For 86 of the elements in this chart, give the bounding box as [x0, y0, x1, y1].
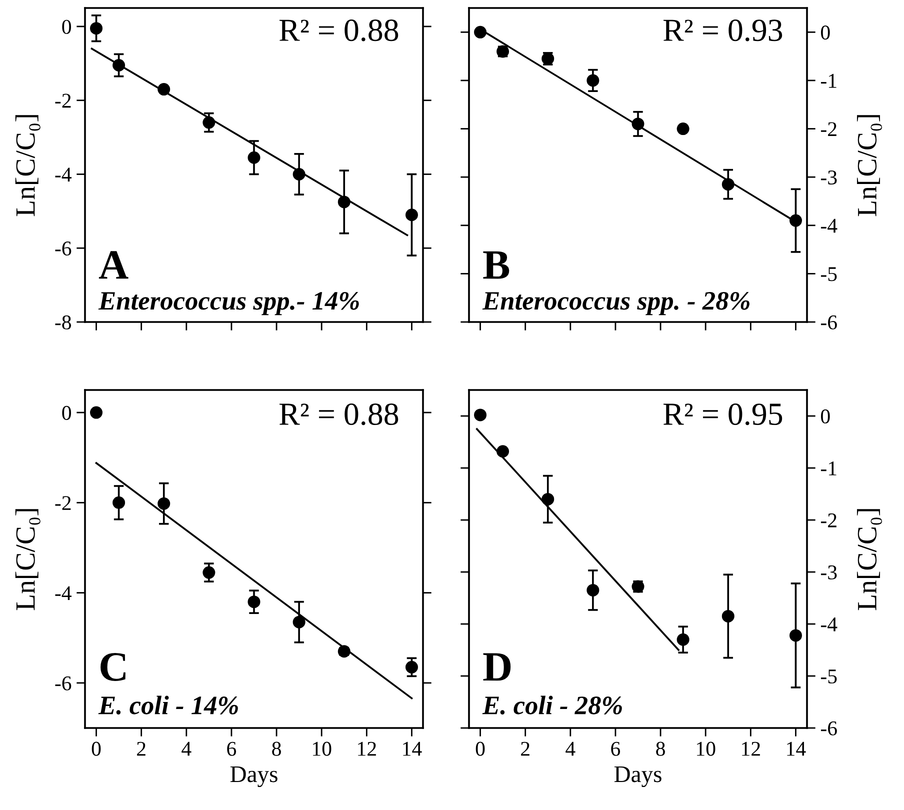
point	[789, 214, 802, 227]
y2-tick-label: -6	[820, 315, 837, 330]
y2-tick-label: -5	[820, 267, 837, 282]
x-tick-label: 0	[92, 742, 101, 756]
y-axis-title: Ln[C/C₀]	[15, 115, 40, 216]
x-tick-label: 6	[611, 742, 620, 756]
point	[90, 22, 103, 35]
point	[405, 208, 418, 222]
x-tick-label: 4	[182, 742, 192, 756]
point	[158, 497, 170, 510]
y2-tick-label: -3	[820, 170, 837, 185]
annotation: R² = 0.93	[663, 20, 782, 42]
y2-tick-label: -4	[820, 618, 838, 632]
point	[112, 496, 126, 509]
y2-tick-label: 0	[820, 26, 830, 40]
point	[586, 584, 600, 596]
x-axis-title: Days	[614, 766, 662, 788]
x-tick-label: 6	[227, 742, 236, 756]
x-tick-label: 14	[787, 742, 806, 756]
y2-axis-title: Ln[C/C₀]	[856, 509, 882, 610]
y-tick-label: -2	[55, 94, 71, 108]
point	[158, 83, 170, 96]
point	[112, 59, 126, 72]
x-axis-title: Days	[230, 766, 278, 788]
y-tick-label: 0	[62, 20, 72, 34]
point	[248, 151, 260, 164]
point	[90, 406, 103, 419]
x-tick-label: 14	[403, 742, 422, 756]
point	[474, 408, 487, 422]
y2-tick-label: -2	[820, 513, 836, 528]
point	[722, 178, 734, 191]
point	[676, 122, 690, 136]
y2-tick-label: 0	[820, 409, 830, 424]
x-tick-label: 4	[566, 742, 576, 756]
point	[338, 645, 350, 658]
point	[202, 116, 216, 129]
x-tick-label: 10	[697, 742, 716, 756]
annotation: R² = 0.95	[663, 403, 782, 426]
x-tick-label: 10	[313, 742, 332, 756]
point	[338, 196, 350, 208]
point	[789, 629, 802, 642]
y-tick-label: -6	[55, 676, 72, 690]
y-tick-label: -4	[55, 586, 72, 600]
x-tick-label: 0	[476, 742, 485, 756]
annotation: R² = 0.88	[279, 20, 398, 42]
point	[405, 660, 418, 674]
y-tick-label: -8	[55, 315, 72, 330]
x-tick-label: 2	[137, 742, 146, 756]
y2-tick-label: -2	[820, 122, 836, 136]
y-tick-label: 0	[62, 406, 72, 420]
point	[496, 445, 510, 458]
y-tick-label: -6	[55, 242, 72, 256]
point	[248, 596, 260, 608]
point	[202, 566, 216, 579]
annotation: D	[483, 653, 511, 681]
y2-tick-label: -4	[820, 218, 838, 233]
y2-tick-label: -3	[820, 565, 837, 580]
y2-axis-title: Ln[C/C₀]	[856, 115, 882, 216]
annotation: E. coli - 14%	[98, 696, 238, 714]
x-tick-label: 2	[521, 742, 530, 756]
point	[722, 610, 734, 622]
point	[586, 74, 600, 87]
annotation: Enterococcus spp. - 28%	[482, 292, 750, 316]
point	[292, 616, 306, 628]
annotation: E. coli - 28%	[482, 696, 622, 714]
point	[632, 118, 644, 130]
annotation: Enterococcus spp.- 14%	[98, 292, 359, 316]
point	[474, 26, 487, 38]
x-tick-label: 8	[656, 742, 665, 756]
y2-tick-label: -6	[820, 721, 837, 736]
y2-tick-label: -1	[820, 461, 836, 476]
y-tick-label: -4	[55, 168, 72, 182]
x-tick-label: 8	[272, 742, 281, 756]
point	[676, 633, 690, 646]
annotation: C	[100, 652, 126, 681]
x-tick-label: 12	[358, 742, 376, 756]
annotation: B	[483, 251, 510, 279]
y2-tick-label: -5	[820, 670, 837, 684]
annotation: R² = 0.88	[279, 403, 398, 426]
point	[292, 168, 306, 180]
y-tick-label: -2	[55, 496, 71, 510]
point	[542, 492, 554, 506]
annotation: A	[98, 251, 128, 279]
y2-tick-label: -1	[820, 74, 836, 88]
x-tick-label: 12	[742, 742, 760, 756]
y-axis-title: Ln[C/C₀]	[15, 509, 40, 610]
